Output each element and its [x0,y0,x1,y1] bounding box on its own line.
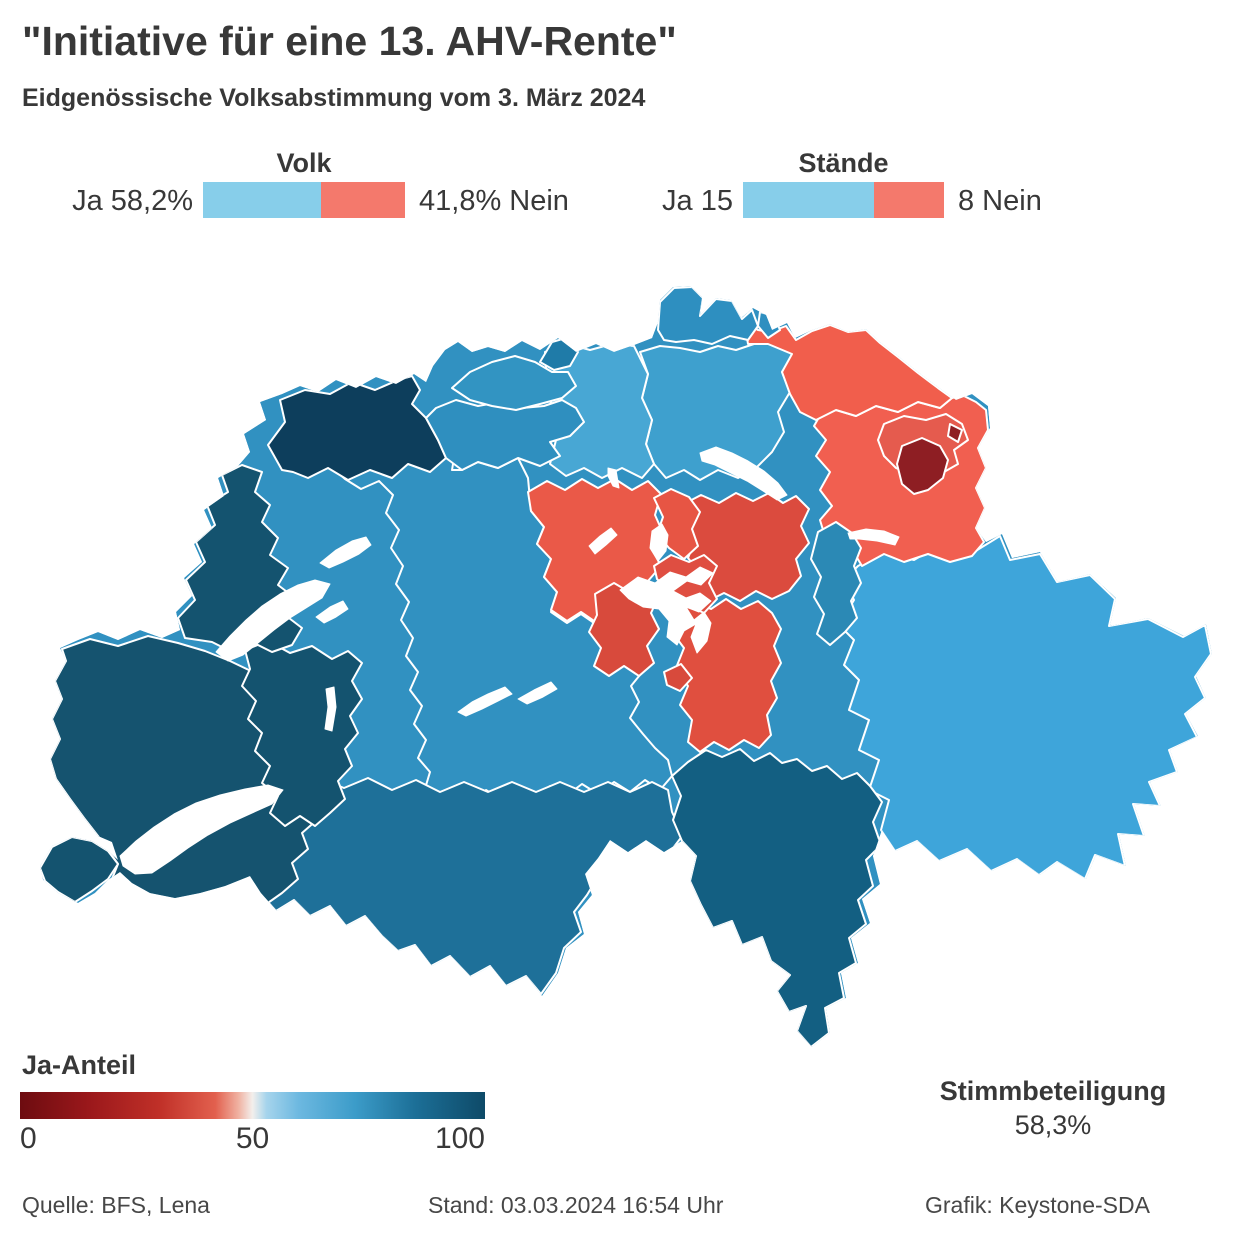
page-subtitle: Eidgenössische Volksabstimmung vom 3. Mä… [22,84,646,112]
canton-gl [810,521,862,646]
lake-zug [649,523,669,562]
footer-source: Quelle: BFS, Lena [22,1192,210,1218]
canton-so [425,399,585,471]
lake-gruyere [324,686,337,732]
canton-ti [671,748,883,1047]
legend-tick-mid: 50 [235,1122,270,1155]
volk-ja-segment [203,182,321,218]
canton-tg [743,319,953,421]
legend-tick-min: 0 [20,1122,37,1155]
canton-be [331,440,673,805]
volk-title: Volk [276,148,332,178]
lake-thun [457,686,513,717]
canton-gr [838,535,1212,880]
lake-morat [315,600,349,624]
canton-ge [40,836,119,903]
staende-ja-segment [743,182,875,218]
volk-nein-segment [320,182,405,218]
lake-neuchatel [215,579,331,662]
canton-sh [657,286,759,345]
lake-leman [119,784,284,875]
turnout-label: Stimmbeteiligung [939,1076,1167,1106]
staende-bar [743,182,944,218]
legend-gradient-bar [20,1092,485,1119]
staende-nein-segment [874,182,944,218]
turnout-value: 58,3% [1014,1110,1092,1140]
volk-bar [203,182,405,218]
footer-credit: Grafik: Keystone-SDA [925,1192,1150,1218]
lake-zurich [699,446,788,501]
canton-ow-exclave [663,663,693,692]
lake-lucerne [619,566,714,654]
volk-ja-label: Ja 58,2% [72,185,193,217]
legend-tick-max: 100 [434,1122,485,1155]
lake-walensee [847,528,900,546]
volk-nein-label: 41,8% Nein [419,185,569,217]
legend-title: Ja-Anteil [22,1050,137,1080]
staende-title: Stände [798,148,889,178]
footer-stand: Stand: 03.03.2024 16:54 Uhr [428,1192,724,1218]
staende-nein-label: 8 Nein [958,185,1042,217]
page-title: "Initiative für eine 13. AHV-Rente" [22,18,677,64]
lake-baldegg [607,467,620,489]
lake-brienz [517,681,558,705]
staende-ja-label: Ja 15 [662,185,733,217]
lake-sempach [588,527,618,555]
canton-bl [451,355,577,411]
lake-bienne [319,536,372,569]
canton-ai [896,437,949,495]
canton-ju [267,375,447,481]
canton-ai-exclave [947,423,963,443]
